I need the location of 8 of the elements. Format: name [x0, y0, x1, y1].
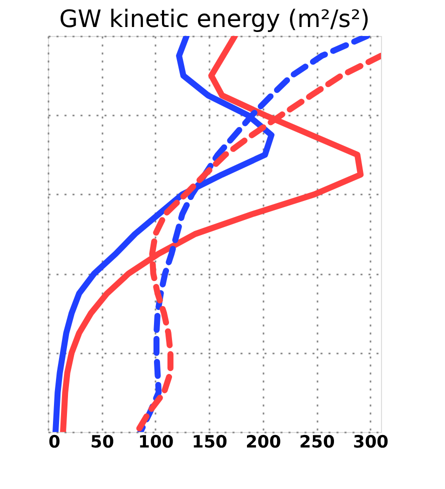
- x-tick-label: 100: [138, 432, 174, 452]
- x-tick-label: 300: [353, 432, 389, 452]
- chart-title: GW kinetic energy (m²/s²): [59, 5, 370, 33]
- x-tick-label: 200: [246, 432, 282, 452]
- x-tick-label: 0: [48, 432, 60, 452]
- x-tick-label: 150: [192, 432, 228, 452]
- x-tick-label: 50: [90, 432, 114, 452]
- x-tick-label: 250: [299, 432, 335, 452]
